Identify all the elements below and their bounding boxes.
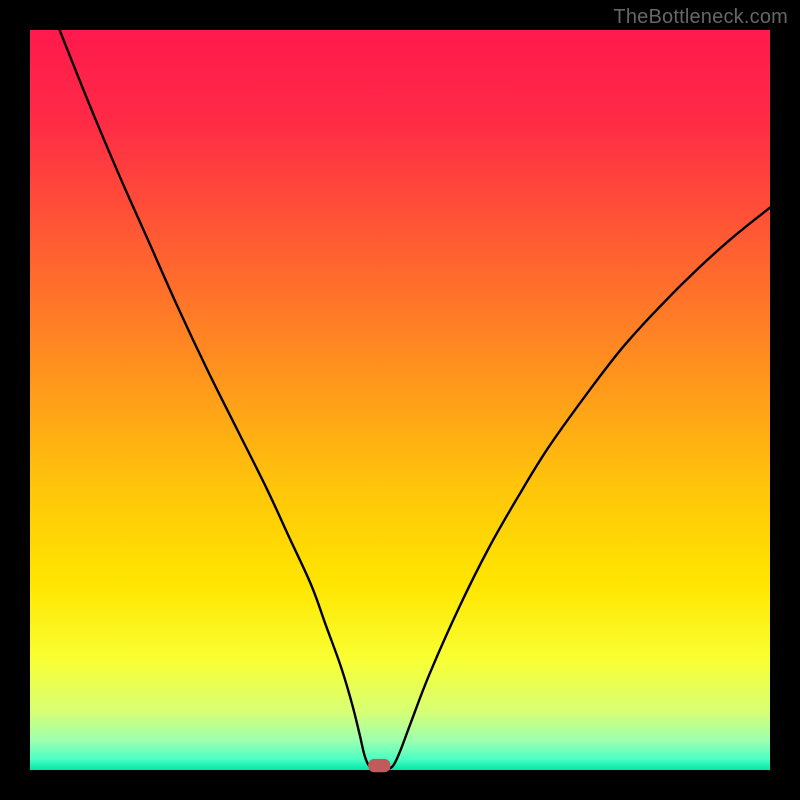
optimum-marker <box>368 759 390 772</box>
watermark-text: TheBottleneck.com <box>613 6 788 29</box>
bottleneck-chart <box>0 0 800 800</box>
chart-container: TheBottleneck.com <box>0 0 800 800</box>
plot-background <box>30 30 770 770</box>
